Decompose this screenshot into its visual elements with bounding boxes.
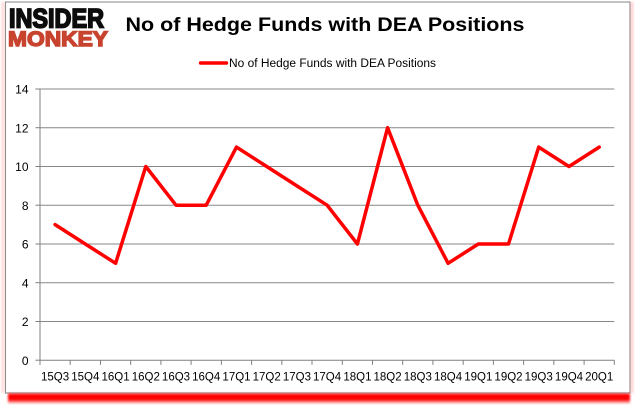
svg-text:14: 14 <box>15 83 29 97</box>
svg-text:INSIDER: INSIDER <box>9 4 104 34</box>
svg-text:18Q4: 18Q4 <box>434 371 463 383</box>
svg-text:No of Hedge Funds with DEA Pos: No of Hedge Funds with DEA Positions <box>126 14 525 36</box>
svg-text:18Q3: 18Q3 <box>404 371 432 383</box>
svg-text:16Q1: 16Q1 <box>102 371 130 383</box>
svg-text:19Q3: 19Q3 <box>525 371 553 383</box>
svg-text:0: 0 <box>22 354 29 368</box>
svg-text:6: 6 <box>22 238 29 252</box>
svg-text:20Q1: 20Q1 <box>585 371 613 383</box>
svg-text:12: 12 <box>15 121 29 135</box>
svg-text:2: 2 <box>22 315 29 329</box>
svg-text:4: 4 <box>22 276 29 290</box>
svg-text:MONKEY: MONKEY <box>8 28 108 51</box>
svg-text:8: 8 <box>22 199 29 213</box>
svg-text:16Q3: 16Q3 <box>162 371 190 383</box>
svg-text:15Q3: 15Q3 <box>41 371 69 383</box>
svg-text:18Q1: 18Q1 <box>343 371 371 383</box>
svg-text:19Q1: 19Q1 <box>464 371 492 383</box>
svg-text:19Q2: 19Q2 <box>494 371 522 383</box>
svg-text:17Q3: 17Q3 <box>283 371 311 383</box>
svg-text:No of Hedge Funds with DEA Pos: No of Hedge Funds with DEA Positions <box>229 56 436 70</box>
svg-text:16Q2: 16Q2 <box>132 371 160 383</box>
svg-text:17Q2: 17Q2 <box>253 371 281 383</box>
svg-text:10: 10 <box>15 160 29 174</box>
svg-text:15Q4: 15Q4 <box>71 371 100 383</box>
svg-text:17Q1: 17Q1 <box>222 371 250 383</box>
svg-text:16Q4: 16Q4 <box>192 371 221 383</box>
svg-text:18Q2: 18Q2 <box>374 371 402 383</box>
svg-text:19Q4: 19Q4 <box>555 371 584 383</box>
svg-text:17Q4: 17Q4 <box>313 371 342 383</box>
